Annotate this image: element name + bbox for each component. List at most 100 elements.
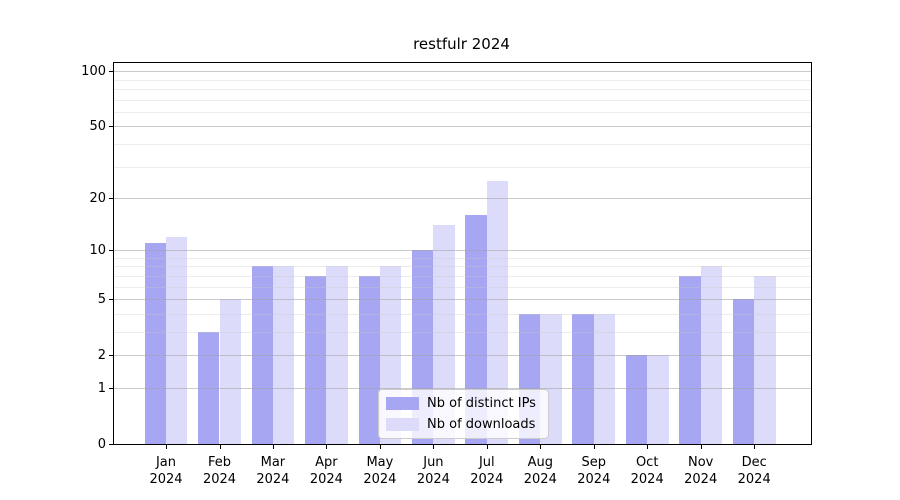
x-axis-label: Nov 2024 bbox=[671, 454, 731, 488]
x-axis-label: Mar 2024 bbox=[243, 454, 303, 488]
x-axis-label-line: Apr bbox=[315, 455, 338, 470]
y-axis-label: 5 bbox=[97, 292, 106, 308]
y-axis-label: 1 bbox=[97, 381, 106, 396]
x-axis-label-line: Jan bbox=[155, 455, 177, 470]
legend-item-distinct-ips: Nb of distinct IPs bbox=[386, 396, 536, 411]
minor-gridline bbox=[114, 286, 811, 288]
minor-gridline bbox=[114, 332, 811, 333]
x-axis-label: Jul 2024 bbox=[457, 454, 517, 488]
y-axis-tick bbox=[109, 71, 113, 73]
bar-nb-of-distinct-ips-oct-2024 bbox=[625, 355, 648, 444]
major-gridline bbox=[114, 198, 811, 199]
x-axis-label-line: 2024 bbox=[309, 472, 343, 487]
x-axis-tick bbox=[486, 445, 488, 449]
legend-label-distinct-ips: Nb of distinct IPs bbox=[427, 396, 536, 411]
minor-gridline bbox=[114, 79, 811, 81]
x-axis-label-line: Sep bbox=[581, 455, 607, 470]
major-gridline bbox=[114, 388, 811, 389]
bar-nb-of-distinct-ips-nov-2024 bbox=[679, 276, 701, 444]
x-axis-label: Sep 2024 bbox=[564, 454, 624, 488]
minor-gridline bbox=[114, 88, 811, 90]
x-axis-label-line: 2024 bbox=[470, 472, 504, 487]
bar-nb-of-downloads-sep-2024 bbox=[593, 313, 616, 444]
chart-title: restfulr 2024 bbox=[413, 35, 510, 53]
minor-gridline bbox=[114, 99, 811, 101]
bar-nb-of-downloads-jan-2024 bbox=[166, 236, 188, 444]
minor-gridline bbox=[114, 276, 811, 277]
y-axis-tick bbox=[109, 355, 113, 357]
y-axis-tick bbox=[109, 299, 113, 301]
minor-gridline bbox=[114, 166, 811, 168]
bar-nb-of-distinct-ips-apr-2024 bbox=[305, 276, 327, 444]
minor-gridline bbox=[114, 111, 811, 113]
x-axis-label-line: Dec bbox=[741, 455, 767, 470]
minor-gridline bbox=[114, 143, 811, 145]
y-axis-tick bbox=[109, 388, 113, 389]
y-axis-label: 20 bbox=[89, 191, 106, 206]
x-axis-label-line: 2024 bbox=[363, 472, 397, 487]
x-axis-label: Apr 2024 bbox=[296, 454, 356, 488]
x-axis-label-line: 2024 bbox=[523, 472, 557, 487]
legend-label-downloads: Nb of downloads bbox=[427, 417, 536, 432]
x-axis-tick bbox=[166, 445, 167, 449]
x-axis-label-line: Nov bbox=[688, 455, 714, 470]
major-gridline bbox=[114, 71, 811, 73]
x-axis-label-line: 2024 bbox=[737, 472, 771, 487]
x-axis-tick bbox=[540, 445, 542, 449]
x-axis-label-line: Jun bbox=[423, 455, 444, 470]
x-axis-tick bbox=[700, 445, 702, 449]
x-axis-label-line: Oct bbox=[635, 455, 659, 470]
major-gridline bbox=[114, 250, 811, 252]
y-axis-tick bbox=[109, 126, 113, 128]
x-axis-label-line: Mar bbox=[260, 455, 286, 470]
y-axis-label: 10 bbox=[89, 243, 106, 259]
y-axis-label: 0 bbox=[97, 437, 106, 452]
y-axis-label: 2 bbox=[97, 348, 106, 364]
y-axis-tick bbox=[109, 250, 113, 252]
bar-nb-of-distinct-ips-dec-2024 bbox=[732, 299, 755, 444]
x-axis-tick bbox=[272, 445, 274, 449]
bar-nb-of-downloads-feb-2024 bbox=[219, 299, 241, 444]
x-axis-label: Aug 2024 bbox=[510, 454, 570, 488]
x-axis-tick bbox=[326, 445, 328, 449]
legend-swatch-downloads bbox=[386, 418, 419, 431]
x-axis-label-line: 2024 bbox=[577, 472, 611, 487]
major-gridline bbox=[114, 126, 811, 128]
x-axis-label-line: Aug bbox=[527, 455, 553, 470]
x-axis-label-line: 2024 bbox=[416, 472, 450, 487]
bar-nb-of-downloads-dec-2024 bbox=[754, 276, 776, 444]
major-gridline bbox=[114, 355, 811, 357]
bar-nb-of-distinct-ips-jul-2024 bbox=[465, 215, 487, 444]
x-axis-tick bbox=[593, 445, 595, 449]
x-axis-label: Feb 2024 bbox=[190, 454, 250, 488]
y-axis-label: 50 bbox=[89, 119, 106, 135]
x-axis-tick bbox=[433, 445, 435, 449]
bar-nb-of-distinct-ips-jan-2024 bbox=[144, 243, 166, 444]
x-axis-label-line: 2024 bbox=[684, 472, 718, 487]
bar-nb-of-downloads-oct-2024 bbox=[647, 355, 669, 444]
x-axis-label-line: 2024 bbox=[149, 472, 183, 487]
plot-area: Nb of distinct IPs Nb of downloads 10 0 50… bbox=[81, 62, 812, 487]
y-axis-tick bbox=[109, 198, 113, 199]
x-axis-tick bbox=[754, 445, 756, 449]
x-axis-label-line: 2024 bbox=[202, 472, 237, 487]
x-axis-tick bbox=[219, 445, 221, 449]
x-axis-label-line: 2024 bbox=[256, 472, 290, 487]
x-axis-label-line: Jul bbox=[478, 455, 495, 470]
x-axis-label-line: May bbox=[366, 455, 394, 470]
legend: Nb of distinct IPs Nb of downloads bbox=[378, 389, 549, 439]
y-axis-tick bbox=[109, 444, 113, 445]
bar-nb-of-distinct-ips-may-2024 bbox=[358, 276, 380, 444]
x-axis-label: Jan 2024 bbox=[136, 454, 196, 488]
x-axis-label: Dec 2024 bbox=[724, 454, 784, 488]
legend-swatch-distinct-ips bbox=[386, 397, 419, 410]
bar-nb-of-downloads-jul-2024 bbox=[486, 180, 509, 444]
minor-gridline bbox=[114, 257, 811, 259]
legend-item-downloads: Nb of downloads bbox=[386, 417, 536, 432]
x-axis-label: May 2024 bbox=[350, 454, 410, 488]
major-gridline bbox=[114, 299, 811, 301]
x-axis-label: Oct 2024 bbox=[617, 454, 677, 488]
minor-gridline bbox=[114, 266, 811, 268]
x-axis-label-line: Feb bbox=[207, 455, 232, 470]
